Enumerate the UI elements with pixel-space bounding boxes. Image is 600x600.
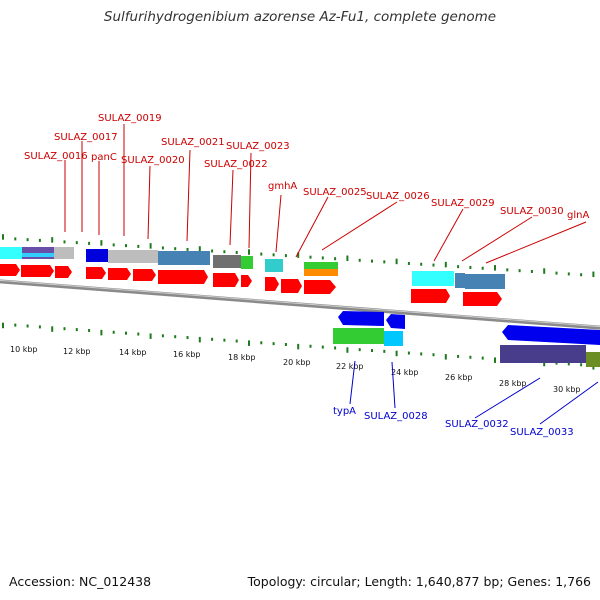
- reverse-gene-track: [338, 311, 600, 345]
- scale-label: 16 kbp: [173, 350, 201, 359]
- gene-arrow-forward[interactable]: [86, 267, 106, 279]
- gene-leader-line: [321, 201, 398, 251]
- gene-arrow-reverse[interactable]: [338, 311, 384, 326]
- scale-label: 10 kbp: [10, 345, 38, 354]
- accession-label: Accession: NC_012438: [9, 574, 152, 589]
- gene-label-forward[interactable]: SULAZ_0017: [54, 132, 118, 143]
- gene-arrow-forward[interactable]: [411, 289, 450, 303]
- gene-labels: SULAZ_0016 SULAZ_0017 panC SULAZ_0019 SULAZ_…: [24, 113, 599, 438]
- feature-block: [241, 256, 253, 269]
- feature-block: [108, 250, 158, 263]
- scale-label: 12 kbp: [63, 347, 91, 356]
- gene-label-forward[interactable]: SULAZ_0021: [161, 137, 225, 148]
- gene-label-reverse[interactable]: SULAZ_0032: [445, 419, 509, 430]
- gene-leader-line: [474, 377, 541, 419]
- gene-leader-line: [248, 152, 252, 249]
- gene-label-forward[interactable]: panC: [91, 152, 117, 163]
- gene-label-forward[interactable]: glnA: [567, 210, 589, 221]
- tick-row-outer: [2, 234, 595, 278]
- feature-block: [500, 345, 586, 363]
- feature-block: [54, 247, 74, 259]
- feature-block: [158, 251, 210, 265]
- gene-leader-line: [275, 194, 282, 253]
- scale-labels: 10 kbp 12 kbp 14 kbp 16 kbp 18 kbp 20 kbp 22 k…: [10, 345, 581, 394]
- forward-gene-track: [0, 264, 502, 306]
- feature-block: [586, 352, 600, 367]
- gene-arrow-forward[interactable]: [133, 269, 156, 281]
- gene-arrow-forward[interactable]: [304, 280, 336, 294]
- gene-leader-line: [485, 221, 587, 264]
- gene-label-forward[interactable]: SULAZ_0016: [24, 151, 88, 162]
- topology-summary: Topology: circular; Length: 1,640,877 bp…: [247, 574, 591, 589]
- feature-block: [86, 249, 108, 262]
- gene-label-forward[interactable]: gmhA: [268, 181, 297, 192]
- gene-arrow-forward[interactable]: [241, 275, 252, 287]
- gene-arrow-forward[interactable]: [55, 266, 72, 278]
- gene-arrow-forward[interactable]: [281, 279, 302, 293]
- gene-arrow-forward[interactable]: [108, 268, 131, 280]
- gene-label-reverse[interactable]: SULAZ_0033: [510, 427, 574, 438]
- feature-block: [0, 247, 22, 259]
- feature-blocks-lower: [333, 328, 600, 367]
- gene-arrow-forward[interactable]: [213, 273, 239, 287]
- gene-label-forward[interactable]: SULAZ_0020: [121, 155, 185, 166]
- feature-block: [333, 328, 384, 344]
- feature-block: [22, 253, 54, 257]
- scale-label: 26 kbp: [445, 373, 473, 382]
- feature-block: [213, 255, 241, 268]
- feature-blocks-upper: [0, 247, 505, 289]
- gene-label-reverse[interactable]: typA: [333, 406, 356, 417]
- gene-leader-line: [147, 165, 151, 240]
- gene-arrow-forward[interactable]: [265, 277, 279, 291]
- gene-leader-line: [229, 169, 234, 246]
- scale-label: 14 kbp: [119, 348, 147, 357]
- gene-arrow-forward[interactable]: [158, 270, 208, 284]
- scale-label: 20 kbp: [283, 358, 311, 367]
- scale-label: 24 kbp: [391, 368, 419, 377]
- scale-label: 18 kbp: [228, 353, 256, 362]
- genome-backbone: [0, 279, 600, 330]
- gene-label-forward[interactable]: SULAZ_0029: [431, 198, 495, 209]
- gene-arrow-forward[interactable]: [21, 265, 54, 277]
- gene-leader-line: [461, 216, 533, 262]
- gene-arrow-forward[interactable]: [0, 264, 20, 276]
- feature-block: [455, 273, 465, 288]
- gene-leader-line: [433, 208, 464, 262]
- feature-block: [412, 271, 454, 286]
- gene-arrow-forward[interactable]: [463, 292, 502, 306]
- gene-leader-line: [349, 360, 356, 405]
- gene-leader-line: [295, 196, 329, 258]
- gene-label-reverse[interactable]: SULAZ_0028: [364, 411, 428, 422]
- feature-block: [265, 259, 283, 272]
- feature-block: [465, 274, 505, 289]
- gene-label-forward[interactable]: SULAZ_0030: [500, 206, 564, 217]
- gene-label-forward[interactable]: SULAZ_0026: [366, 191, 430, 202]
- map-title: Sulfurihydrogenibium azorense Az-Fu1, co…: [103, 9, 497, 25]
- scale-label: 22 kbp: [336, 362, 364, 371]
- scale-label: 30 kbp: [553, 385, 581, 394]
- gene-label-forward[interactable]: SULAZ_0019: [98, 113, 162, 124]
- scale-label: 28 kbp: [499, 379, 527, 388]
- feature-block: [304, 269, 338, 276]
- gene-label-forward[interactable]: SULAZ_0023: [226, 141, 290, 152]
- gene-label-forward[interactable]: SULAZ_0022: [204, 159, 268, 170]
- gene-leader-line: [186, 149, 191, 242]
- gene-leader-line: [391, 361, 396, 409]
- feature-block: [384, 331, 403, 346]
- gene-leader-line: [539, 381, 599, 425]
- genome-backbone-highlight: [0, 279, 600, 328]
- gene-arrow-reverse[interactable]: [386, 314, 405, 329]
- gene-label-forward[interactable]: SULAZ_0025: [303, 187, 367, 198]
- gene-arrow-reverse[interactable]: [502, 325, 600, 345]
- feature-block: [304, 262, 338, 269]
